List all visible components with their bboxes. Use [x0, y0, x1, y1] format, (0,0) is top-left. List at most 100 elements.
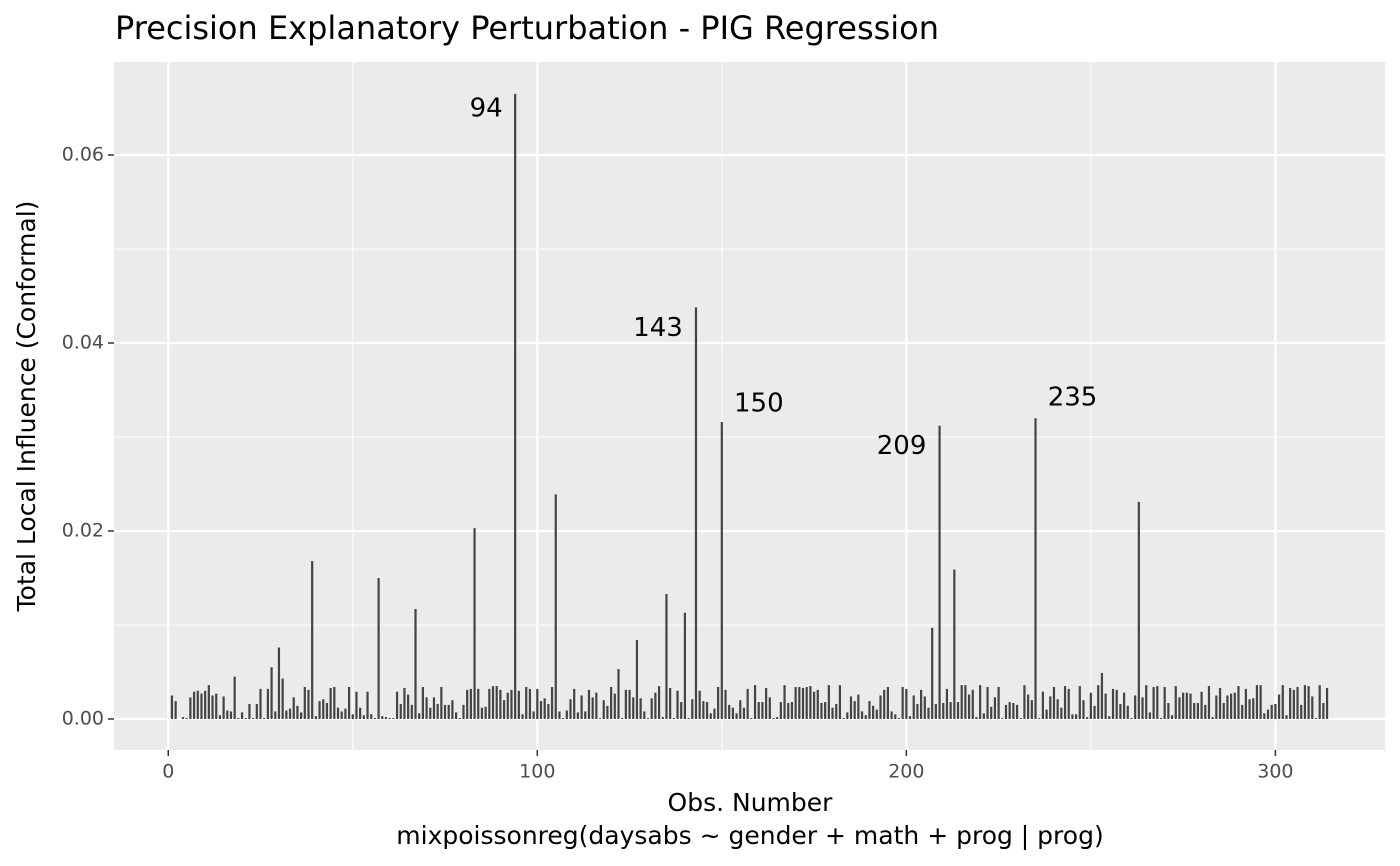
bar	[1277, 694, 1281, 719]
bar	[292, 697, 295, 719]
bar	[1252, 698, 1255, 719]
bar	[587, 689, 591, 719]
bar	[1170, 715, 1174, 719]
y-tick-label: 0.02	[62, 520, 104, 542]
bar	[1322, 703, 1325, 719]
bar	[314, 716, 317, 719]
bar	[1307, 686, 1310, 719]
bar	[750, 718, 753, 719]
bar	[565, 710, 568, 719]
bar	[1063, 686, 1067, 719]
bar	[274, 711, 277, 719]
bar	[1233, 692, 1236, 719]
bar	[325, 703, 329, 719]
bar	[1207, 686, 1211, 719]
bar	[713, 708, 716, 719]
bar	[418, 713, 421, 719]
bar	[469, 688, 472, 719]
bar	[949, 702, 952, 719]
bar	[499, 689, 502, 719]
bar	[1174, 686, 1177, 719]
annotation: 209	[877, 431, 927, 461]
bar	[1045, 709, 1048, 719]
bar	[595, 692, 598, 719]
bar	[473, 528, 476, 719]
bar	[576, 712, 579, 719]
bar	[1167, 703, 1170, 719]
bar	[1148, 712, 1152, 719]
bar	[1108, 716, 1111, 719]
bar	[772, 718, 775, 719]
bar	[1263, 713, 1266, 719]
bar	[1248, 699, 1251, 719]
bar	[263, 718, 266, 719]
bar	[211, 695, 214, 719]
bar	[240, 712, 244, 719]
bar	[366, 691, 369, 719]
bar	[901, 687, 904, 719]
bar	[1270, 704, 1273, 719]
bar	[905, 688, 908, 719]
bar	[643, 711, 646, 719]
bar	[1259, 685, 1262, 719]
bar	[189, 697, 192, 719]
bar	[982, 713, 985, 719]
bar	[395, 691, 399, 719]
bar	[820, 703, 823, 719]
bar	[1015, 704, 1019, 719]
bar	[388, 718, 391, 719]
bar	[300, 712, 303, 719]
bar	[558, 711, 561, 719]
bar	[927, 707, 930, 719]
bar	[628, 689, 631, 719]
bar	[886, 687, 889, 719]
bar	[458, 718, 461, 719]
bar	[1071, 714, 1074, 719]
bar	[1226, 695, 1229, 719]
annotation: 94	[470, 93, 503, 123]
bar	[945, 688, 949, 719]
bar	[215, 693, 218, 719]
bar	[971, 689, 974, 719]
bar	[429, 707, 432, 719]
bar	[1159, 718, 1163, 719]
bar	[942, 703, 945, 719]
bar	[1137, 501, 1140, 719]
bar	[646, 718, 650, 719]
bar	[908, 716, 912, 719]
bar	[1067, 688, 1070, 719]
bar	[1134, 695, 1137, 719]
bar	[1200, 691, 1203, 719]
bar	[1027, 694, 1030, 719]
bar	[1008, 702, 1011, 719]
bar	[1325, 687, 1329, 719]
bar	[761, 702, 764, 719]
bar	[491, 686, 495, 719]
bar	[455, 712, 458, 719]
bar	[1078, 686, 1081, 719]
bar	[1041, 691, 1044, 719]
bar	[635, 640, 639, 719]
bar	[517, 690, 520, 719]
bar	[1056, 699, 1059, 719]
bar	[521, 714, 524, 719]
bar	[956, 702, 960, 719]
y-tick-label: 0.06	[62, 144, 104, 166]
bar	[407, 694, 410, 719]
bar	[1274, 703, 1277, 719]
bar	[1196, 703, 1199, 719]
bar	[495, 686, 498, 719]
bar	[362, 715, 365, 719]
bar	[794, 687, 797, 719]
bar	[920, 689, 923, 719]
bar	[661, 717, 664, 719]
bar	[798, 687, 801, 719]
bar	[1281, 685, 1284, 719]
bar	[975, 717, 978, 719]
bar	[875, 709, 878, 719]
bar	[724, 689, 727, 719]
bar	[731, 707, 734, 719]
bar	[967, 694, 971, 719]
bar	[1241, 704, 1244, 719]
bar	[890, 711, 893, 719]
